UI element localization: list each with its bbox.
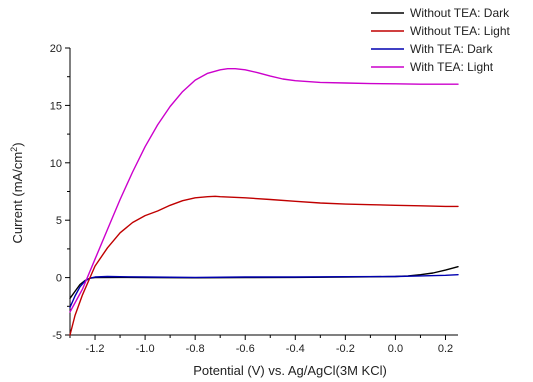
svg-text:Current (mA/cm2): Current (mA/cm2) <box>9 142 25 243</box>
y-tick-label: -5 <box>52 330 62 342</box>
x-tick-label: -0.6 <box>236 343 255 355</box>
legend-label-without-tea-dark: Without TEA: Dark <box>410 6 510 20</box>
x-tick-label: 0.0 <box>388 343 403 355</box>
series-line-without-tea-dark <box>69 266 459 299</box>
legend-label-with-tea-dark: With TEA: Dark <box>410 42 493 56</box>
y-axis-title-main: Current (mA/cm <box>10 152 25 244</box>
series-line-with-tea-dark <box>69 274 459 309</box>
x-tick-label: -0.2 <box>336 343 355 355</box>
y-axis-title-close: ) <box>10 142 25 146</box>
legend: Without TEA: Dark Without TEA: Light Wit… <box>371 6 510 74</box>
x-tick-label: -1.0 <box>136 343 155 355</box>
x-tick-label: -0.4 <box>286 343 305 355</box>
x-tick-label: 0.2 <box>438 343 453 355</box>
y-tick-label: 15 <box>50 100 62 112</box>
y-tick-label: 0 <box>56 273 62 285</box>
y-axis-title: Current (mA/cm2) <box>9 142 25 243</box>
x-axis-title: Potential (V) vs. Ag/AgCl(3M KCl) <box>193 363 387 378</box>
legend-label-with-tea-light: With TEA: Light <box>410 60 494 74</box>
plot-area: -5 0 5 10 15 20 -1.2 -1.0 -0.8 -0.6 -0.4 -0.2 0.0 0.2 <box>50 43 459 355</box>
legend-label-without-tea-light: Without TEA: Light <box>410 24 510 38</box>
x-tick-label: -0.8 <box>186 343 205 355</box>
y-tick-label: 20 <box>50 43 62 55</box>
y-axis-title-superscript: 2 <box>9 147 19 152</box>
x-tick-label: -1.2 <box>86 343 105 355</box>
series-line-with-tea-light <box>69 67 459 313</box>
y-tick-label: 5 <box>56 215 62 227</box>
y-tick-label: 10 <box>50 158 62 170</box>
series-line-without-tea-light <box>69 195 459 336</box>
